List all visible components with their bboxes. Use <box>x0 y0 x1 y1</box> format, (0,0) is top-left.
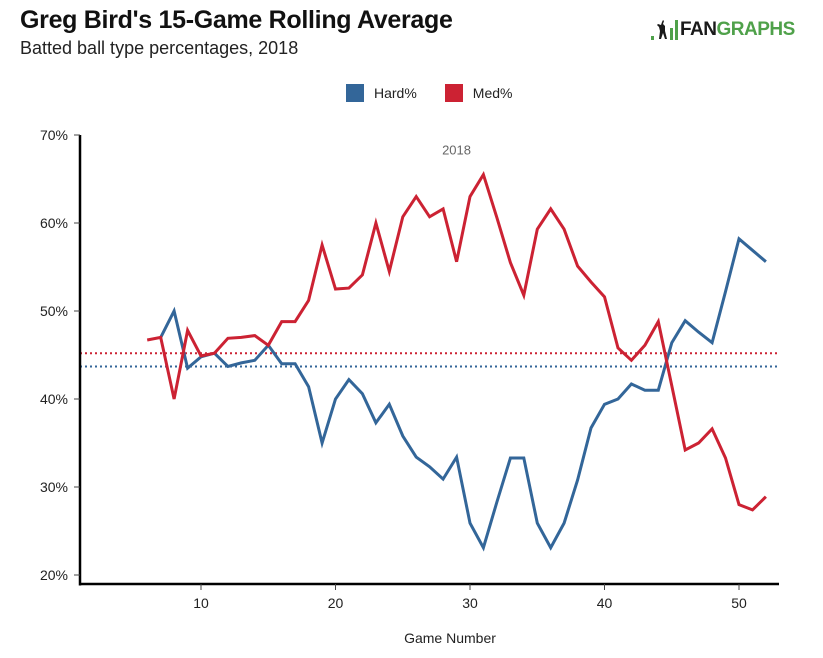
chart-subtitle: Batted ball type percentages, 2018 <box>20 38 299 58</box>
x-tick-label: 20 <box>328 595 344 611</box>
x-tick-label: 50 <box>731 595 747 611</box>
logo-graphs-text: GRAPHS <box>716 19 796 40</box>
legend-item-hard[interactable]: Hard% <box>346 84 417 102</box>
batter-icon <box>657 20 667 39</box>
legend-swatch-med <box>444 84 463 102</box>
legend-item-med[interactable]: Med% <box>444 84 513 102</box>
x-tick-label: 40 <box>597 595 613 611</box>
y-tick-label: 20% <box>40 567 68 583</box>
logo-bars-icon-2 <box>670 20 678 40</box>
hard-pct-line[interactable] <box>159 236 767 552</box>
y-tick-label: 40% <box>40 391 68 407</box>
y-tick-label: 50% <box>40 303 68 319</box>
x-tick-label: 10 <box>193 595 209 611</box>
legend-label-hard: Hard% <box>374 85 417 101</box>
chart-title: Greg Bird's 15-Game Rolling Average <box>20 6 453 34</box>
y-tick-label: 70% <box>40 127 68 143</box>
annotation-year: 2018 <box>442 143 471 158</box>
x-axis-title: Game Number <box>404 630 496 646</box>
logo-fan-text: FAN <box>680 19 717 40</box>
y-tick-label: 60% <box>40 215 68 231</box>
y-tick-label: 30% <box>40 479 68 495</box>
legend-swatch-hard <box>346 84 364 102</box>
fangraphs-logo[interactable]: FANGRAPHS <box>651 16 795 44</box>
legend: Hard% Med% <box>346 84 540 102</box>
x-tick-label: 30 <box>462 595 478 611</box>
legend-label-med: Med% <box>472 85 513 101</box>
logo-bars-icon <box>651 20 654 40</box>
